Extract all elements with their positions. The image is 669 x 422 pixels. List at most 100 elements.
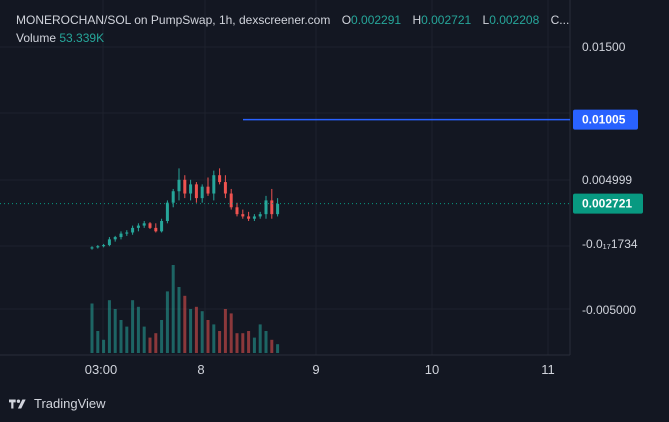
candle-body bbox=[264, 200, 268, 215]
candle-body bbox=[154, 227, 158, 232]
volume-bar bbox=[165, 291, 169, 353]
candle-body bbox=[96, 246, 100, 248]
symbol-title[interactable]: MONEROCHAN/SOL on PumpSwap, 1h, dexscree… bbox=[16, 13, 331, 27]
time-axis: 03:00 8 9 10 11 bbox=[85, 362, 555, 377]
volume-value: 53.339K bbox=[59, 31, 105, 45]
volume-bar bbox=[235, 333, 239, 353]
candle-body bbox=[200, 186, 204, 199]
volume-bar bbox=[96, 331, 100, 353]
candle-body bbox=[136, 225, 140, 228]
candle-body bbox=[241, 214, 245, 217]
price-lines bbox=[0, 118, 570, 205]
volume-bar bbox=[131, 300, 135, 353]
candle-body bbox=[223, 182, 227, 194]
candle-body bbox=[160, 221, 164, 232]
candle-body bbox=[171, 191, 175, 203]
volume-label[interactable]: Volume bbox=[16, 31, 57, 45]
volume-bar bbox=[160, 320, 164, 353]
time-axis-label: 9 bbox=[312, 362, 319, 377]
candle-body bbox=[247, 216, 251, 219]
volume-bar bbox=[177, 287, 181, 353]
time-axis-label: 03:00 bbox=[85, 362, 118, 377]
chart-grid bbox=[0, 0, 571, 356]
close-label: C... bbox=[550, 13, 570, 27]
volume-bar bbox=[276, 344, 280, 353]
volume-bar bbox=[102, 339, 106, 353]
candle-body bbox=[183, 179, 187, 194]
candle-body bbox=[276, 203, 280, 215]
candle-body bbox=[212, 175, 216, 194]
tradingview-attribution[interactable]: TradingView bbox=[9, 396, 106, 411]
volume-bar bbox=[119, 320, 123, 353]
volume-bar bbox=[154, 333, 158, 353]
time-axis-label: 10 bbox=[425, 362, 439, 377]
candle-body bbox=[252, 216, 256, 219]
volume-bar bbox=[171, 265, 175, 353]
chart-legend: MONEROCHAN/SOL on PumpSwap, 1h, dexscree… bbox=[16, 11, 569, 47]
volume-bar bbox=[206, 320, 210, 353]
volume-bar bbox=[264, 331, 268, 353]
candle-body bbox=[165, 202, 169, 222]
volume-bar bbox=[229, 313, 233, 353]
candle-body bbox=[107, 239, 111, 246]
volume-bar bbox=[183, 295, 187, 353]
price-axis-label: -0.005000 bbox=[582, 303, 636, 317]
open-label: O bbox=[341, 13, 352, 27]
tradingview-brand: TradingView bbox=[34, 396, 106, 411]
candle-body bbox=[270, 200, 274, 215]
candle-body bbox=[177, 179, 181, 192]
low-label: L bbox=[482, 13, 490, 27]
volume-bar bbox=[142, 326, 146, 353]
price-axis-label: 0.01500 bbox=[582, 40, 626, 54]
volume-bar bbox=[247, 331, 251, 353]
volume-bar bbox=[113, 309, 117, 353]
candle-body bbox=[148, 223, 152, 228]
volume-bars bbox=[90, 265, 280, 353]
volume-bar bbox=[125, 326, 129, 353]
candlestick-series bbox=[90, 168, 280, 250]
current-price-badge bbox=[573, 193, 643, 214]
volume-bar bbox=[270, 339, 274, 353]
current-price-label: 0.002721 bbox=[582, 197, 632, 211]
candle-body bbox=[229, 193, 233, 208]
volume-bar bbox=[241, 333, 245, 353]
volume-bar bbox=[189, 309, 193, 353]
high-label: H bbox=[412, 13, 422, 27]
candle-body bbox=[235, 207, 239, 215]
volume-bar bbox=[107, 300, 111, 353]
horizontal-line-price-label: 0.01005 bbox=[582, 113, 626, 127]
candle-body bbox=[113, 237, 117, 240]
candle-body bbox=[125, 232, 129, 234]
open-value: 0.002291 bbox=[351, 13, 402, 27]
volume-bar bbox=[136, 306, 140, 353]
candle-body bbox=[189, 184, 193, 194]
tradingview-logo-icon bbox=[9, 399, 26, 408]
volume-bar bbox=[194, 306, 198, 353]
horizontal-line-price-badge bbox=[573, 109, 638, 130]
candle-body bbox=[194, 184, 198, 199]
candle-body bbox=[218, 175, 222, 183]
volume-bar bbox=[252, 337, 256, 353]
volume-bar bbox=[200, 311, 204, 353]
price-axis-label: 0.004999 bbox=[582, 173, 632, 187]
price-axis-label: -0.0₁₇1734 bbox=[582, 237, 638, 251]
volume-bar bbox=[258, 324, 262, 353]
volume-bar bbox=[218, 331, 222, 353]
time-axis-label: 11 bbox=[541, 362, 555, 377]
candle-body bbox=[258, 214, 262, 217]
time-axis-label: 8 bbox=[197, 362, 204, 377]
volume-bar bbox=[212, 324, 216, 353]
low-value: 0.002208 bbox=[489, 13, 540, 27]
candle-body bbox=[142, 223, 146, 226]
candle-body bbox=[206, 186, 210, 194]
candle-body bbox=[119, 233, 123, 238]
high-value: 0.002721 bbox=[421, 13, 472, 27]
volume-bar bbox=[223, 309, 227, 353]
candle-body bbox=[102, 245, 106, 247]
volume-bar bbox=[148, 337, 152, 353]
candle-body bbox=[90, 247, 94, 249]
volume-bar bbox=[90, 303, 94, 353]
price-axis: 0.01500 0.004999 -0.0₁₇1734 -0.005000 0.0100… bbox=[573, 40, 643, 317]
